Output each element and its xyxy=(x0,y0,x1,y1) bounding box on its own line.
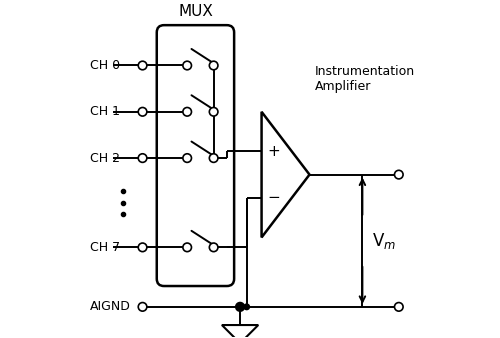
Circle shape xyxy=(394,303,403,311)
Text: −: − xyxy=(268,190,280,205)
Circle shape xyxy=(138,61,147,70)
Circle shape xyxy=(138,154,147,162)
Text: CH 2: CH 2 xyxy=(90,151,120,165)
Circle shape xyxy=(236,303,244,311)
Circle shape xyxy=(210,61,218,70)
Text: V$_m$: V$_m$ xyxy=(372,231,396,251)
Circle shape xyxy=(210,154,218,162)
Text: CH 7: CH 7 xyxy=(90,241,120,254)
Circle shape xyxy=(183,243,192,251)
FancyBboxPatch shape xyxy=(157,25,234,286)
Text: CH 1: CH 1 xyxy=(90,105,120,118)
Text: MUX: MUX xyxy=(178,4,213,19)
Circle shape xyxy=(183,107,192,116)
Circle shape xyxy=(138,107,147,116)
Polygon shape xyxy=(262,112,310,237)
Circle shape xyxy=(394,170,403,179)
Circle shape xyxy=(244,304,250,310)
Circle shape xyxy=(183,61,192,70)
Text: AIGND: AIGND xyxy=(90,300,130,313)
Text: +: + xyxy=(268,144,280,159)
Circle shape xyxy=(183,154,192,162)
Circle shape xyxy=(210,243,218,251)
Text: CH 0: CH 0 xyxy=(90,59,120,72)
Circle shape xyxy=(138,243,147,251)
Circle shape xyxy=(210,107,218,116)
Circle shape xyxy=(138,303,147,311)
Polygon shape xyxy=(222,325,258,338)
Text: Instrumentation
Amplifier: Instrumentation Amplifier xyxy=(314,65,414,93)
